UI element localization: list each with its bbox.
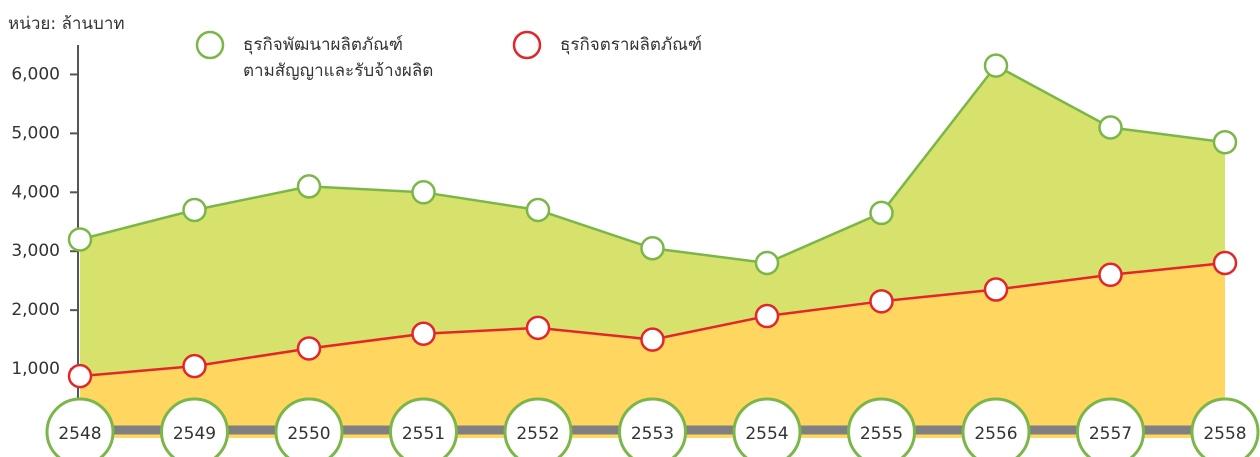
point-marker (754, 303, 780, 329)
point-marker (182, 197, 207, 223)
x-tick-label: 2558 (1203, 424, 1246, 444)
x-tick-label: 2557 (1089, 424, 1132, 444)
point-marker (525, 197, 551, 223)
point-marker (1098, 262, 1123, 288)
point-marker (1098, 115, 1123, 140)
legend-swatch (512, 30, 542, 60)
point-marker (296, 174, 322, 199)
point-marker (411, 180, 436, 205)
point-marker (411, 321, 436, 346)
x-tick-badge (961, 397, 1031, 457)
y-tick-label: 6,000 (11, 64, 60, 84)
x-tick-badge (732, 397, 802, 457)
y-tick-label: 4,000 (11, 182, 60, 202)
point-marker (869, 289, 894, 314)
point-marker (67, 363, 93, 389)
x-tick-badge (274, 397, 344, 457)
point-marker (1212, 250, 1238, 276)
point-marker (869, 200, 894, 226)
point-marker (67, 227, 93, 252)
point-marker (983, 277, 1009, 302)
y-tick-label: 2,000 (11, 300, 60, 320)
point-marker (182, 353, 207, 379)
x-tick-label: 2555 (860, 424, 903, 444)
unit-label: หน่วย: ล้านบาท (8, 14, 125, 34)
y-tick-label: 1,000 (11, 359, 60, 379)
point-marker (754, 250, 780, 276)
legend-label: ธุรกิจตราผลิตภัณฑ์ (560, 35, 702, 55)
x-tick-label: 2554 (745, 424, 788, 444)
y-tick-label: 5,000 (11, 123, 60, 143)
x-tick-badge (847, 397, 916, 457)
x-tick-badge (503, 397, 573, 457)
x-tick-label: 2549 (173, 424, 216, 444)
x-tick-label: 2552 (516, 424, 559, 444)
legend-label: ธุรกิจพัฒนาผลิตภัณฑ์ ตามสัญญาและรับจ้างผ… (243, 35, 434, 81)
legend-swatch (195, 30, 225, 60)
y-tick-label: 3,000 (11, 241, 60, 261)
x-tick-label: 2550 (287, 424, 330, 444)
x-tick-label: 2548 (58, 424, 101, 444)
point-marker (1212, 129, 1238, 155)
x-tick-badge (618, 397, 687, 457)
x-tick-badge (160, 397, 229, 457)
x-tick-label: 2551 (402, 424, 445, 444)
point-marker (296, 336, 322, 361)
point-marker (525, 315, 551, 341)
x-tick-badge (45, 397, 115, 457)
point-marker (640, 327, 665, 352)
x-tick-badge (389, 397, 458, 457)
x-tick-label: 2556 (974, 424, 1017, 444)
point-marker (983, 53, 1009, 78)
x-tick-badge (1076, 397, 1145, 457)
x-tick-label: 2553 (631, 424, 674, 444)
point-marker (640, 236, 665, 261)
x-tick-badge (1190, 397, 1260, 457)
